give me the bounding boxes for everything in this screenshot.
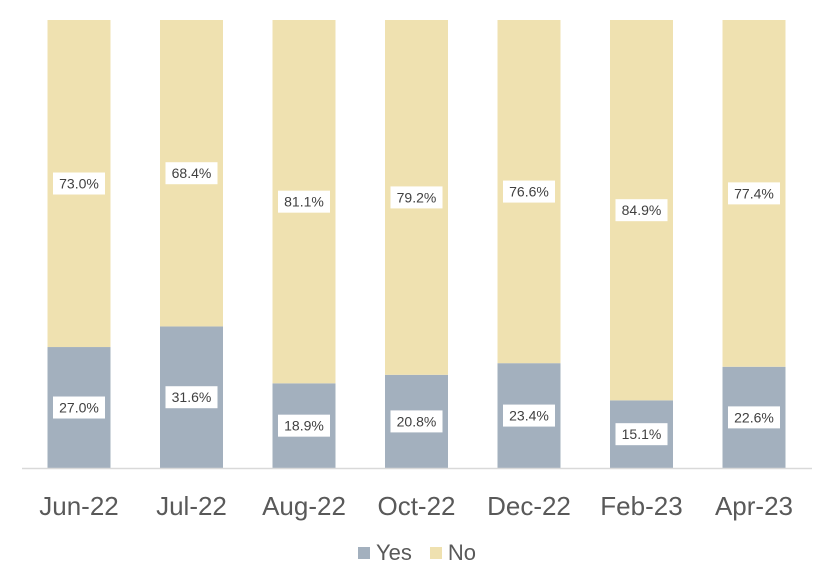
data-label-bg-no-aug-22: [278, 190, 330, 213]
legend-swatch-no: [429, 547, 442, 559]
x-tick-label-aug-22: Aug-22: [262, 491, 346, 521]
data-label-bg-no-oct-22: [390, 186, 443, 209]
x-tick-label-jun-22: Jun-22: [39, 491, 119, 521]
data-label-bg-yes-feb-23: [615, 423, 668, 446]
legend-label-no: No: [447, 540, 476, 565]
data-label-yes-jun-22: 27.0%: [59, 400, 99, 416]
data-label-no-dec-22: 76.6%: [509, 184, 549, 200]
data-label-bg-no-apr-23: [728, 182, 780, 205]
legend-label-yes: Yes: [375, 540, 412, 565]
legend-item-no: No: [429, 540, 476, 566]
data-label-no-apr-23: 77.4%: [734, 185, 774, 201]
legend: Yes No: [0, 538, 834, 568]
data-label-bg-no-jun-22: [53, 172, 105, 195]
data-label-bg-no-dec-22: [503, 180, 555, 203]
legend-swatch-yes: [357, 547, 370, 559]
data-label-no-feb-23: 84.9%: [622, 202, 662, 218]
x-tick-label-apr-23: Apr-23: [715, 491, 793, 521]
data-label-yes-feb-23: 15.1%: [622, 426, 662, 442]
data-label-bg-no-feb-23: [615, 199, 668, 222]
data-label-yes-oct-22: 20.8%: [397, 413, 437, 429]
data-label-no-jun-22: 73.0%: [59, 176, 99, 192]
data-label-yes-apr-23: 22.6%: [734, 409, 774, 425]
data-label-no-jul-22: 68.4%: [172, 165, 212, 181]
data-label-bg-yes-oct-22: [390, 410, 443, 433]
data-label-bg-yes-jul-22: [165, 386, 218, 409]
data-label-bg-yes-aug-22: [278, 414, 330, 437]
legend-item-yes: Yes: [357, 540, 412, 566]
x-tick-label-feb-23: Feb-23: [600, 491, 682, 521]
data-label-bg-yes-dec-22: [503, 404, 555, 427]
x-tick-label-jul-22: Jul-22: [156, 491, 227, 521]
data-label-no-aug-22: 81.1%: [284, 194, 324, 210]
data-label-bg-no-jul-22: [165, 162, 218, 185]
data-label-yes-aug-22: 18.9%: [284, 418, 324, 434]
x-tick-label-dec-22: Dec-22: [487, 491, 571, 521]
data-label-no-oct-22: 79.2%: [397, 189, 437, 205]
data-label-bg-yes-apr-23: [728, 406, 780, 429]
data-label-bg-yes-jun-22: [53, 396, 105, 419]
data-label-yes-dec-22: 23.4%: [509, 408, 549, 424]
x-tick-label-oct-22: Oct-22: [377, 491, 455, 521]
data-label-yes-jul-22: 31.6%: [172, 389, 212, 405]
